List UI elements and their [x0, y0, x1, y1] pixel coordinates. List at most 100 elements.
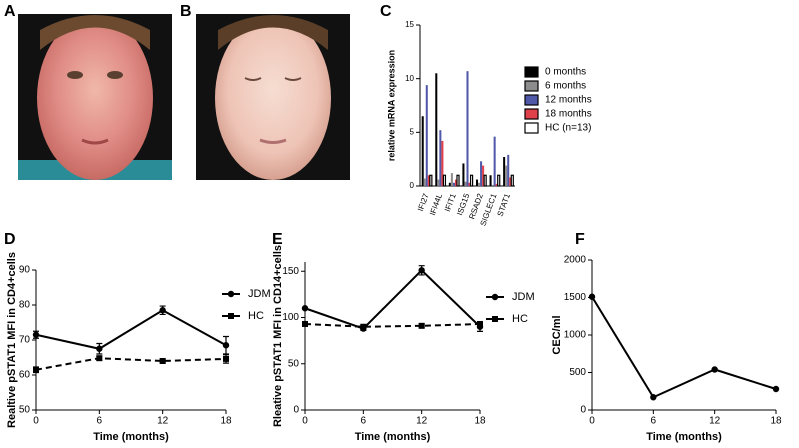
y-tick-label: 50: [288, 358, 300, 369]
y-tick-label: 500: [569, 367, 586, 378]
marker: [33, 366, 39, 373]
y-tick-label: 150: [282, 266, 299, 277]
bar: [493, 136, 496, 186]
bar: [469, 174, 474, 187]
bar: [429, 174, 433, 187]
bar: [495, 183, 498, 186]
legend-marker: [492, 316, 498, 322]
legend-label: HC: [512, 313, 528, 325]
y-tick-label: 10: [405, 74, 414, 83]
x-tick-label: 0: [589, 416, 595, 427]
bar: [423, 178, 426, 186]
legend-swatch: [524, 80, 539, 92]
bar: [482, 165, 485, 186]
bar: [505, 165, 508, 186]
bar: [464, 181, 467, 186]
photo-b: [196, 14, 350, 180]
x-tick-label: 6: [651, 416, 657, 427]
bar: [466, 71, 469, 186]
legend-label: 0 months: [545, 67, 586, 78]
x-tick-label: 18: [474, 416, 486, 427]
y-tick-label: 100: [282, 312, 299, 323]
legend-swatch: [524, 66, 539, 78]
bar: [480, 161, 483, 186]
legend-swatch: [524, 122, 539, 134]
series-line: [304, 268, 481, 330]
legend-label: HC: [248, 310, 264, 322]
marker: [711, 366, 718, 373]
x-tick-label: 6: [361, 416, 367, 427]
x-tick-label: 18: [220, 416, 232, 427]
bar: [491, 184, 494, 186]
bar: [489, 175, 492, 186]
x-axis-label: Time (months): [355, 431, 431, 443]
bar: [448, 182, 451, 186]
bar: [435, 73, 438, 186]
y-tick-label: 5: [410, 127, 415, 136]
photo-a: [18, 14, 172, 180]
y-tick-label: 15: [405, 20, 414, 29]
x-tick-label: 12: [709, 416, 721, 427]
y-axis-label: Realtive pSTAT1 MFI in CD4+cells: [6, 252, 18, 428]
bar: [468, 182, 471, 186]
bar: [425, 85, 428, 186]
bar: [497, 174, 501, 187]
y-tick-label: 2000: [564, 255, 587, 266]
y-axis-label: relative mRNA expression: [386, 50, 396, 161]
bar: [437, 179, 440, 186]
marker: [302, 320, 308, 327]
y-tick-label: 0: [293, 405, 299, 416]
marker: [159, 358, 166, 364]
marker: [32, 331, 40, 338]
y-tick-label: 80: [19, 300, 31, 311]
series-line: [304, 322, 481, 328]
bar: [510, 174, 514, 187]
bar: [503, 157, 506, 186]
series-line: [35, 357, 227, 371]
marker: [588, 293, 596, 300]
panel-label: E: [272, 231, 283, 248]
legend-marker: [491, 293, 499, 301]
bar: [462, 163, 465, 186]
legend-swatch: [524, 108, 539, 120]
bar: [456, 174, 460, 187]
y-tick-label: 1500: [564, 292, 587, 303]
y-axis-label: Rleative pSTAT1 MFI in CD14+cells: [272, 245, 284, 427]
panel-label: C: [380, 3, 392, 20]
y-tick-label: 70: [19, 335, 31, 346]
marker: [96, 345, 103, 352]
legend-label: HC (n=13): [545, 123, 591, 134]
bar: [439, 130, 442, 186]
marker: [159, 307, 166, 314]
bar: [509, 177, 512, 186]
marker: [477, 320, 483, 327]
x-tick-label: 0: [302, 416, 308, 427]
marker: [96, 355, 103, 362]
legend-label: JDM: [248, 288, 271, 300]
x-tick-label: 0: [33, 416, 39, 427]
y-tick-label: 60: [19, 370, 31, 381]
marker: [772, 385, 780, 393]
y-tick-label: 0: [580, 405, 586, 416]
panel-label: D: [4, 231, 16, 248]
series-line: [35, 309, 227, 350]
x-tick-label: 12: [157, 416, 169, 427]
bar: [478, 182, 481, 186]
x-axis-label: Time (months): [646, 431, 722, 443]
bar: [483, 174, 487, 187]
bar: [441, 140, 444, 186]
legend-label: JDM: [512, 291, 535, 303]
marker: [418, 267, 425, 274]
bar: [427, 175, 430, 186]
marker: [301, 305, 309, 312]
legend-label: 18 months: [545, 109, 592, 120]
y-tick-label: 1000: [564, 330, 587, 341]
x-tick-label: 18: [770, 416, 782, 427]
legend-label: 6 months: [545, 81, 586, 92]
marker: [222, 342, 230, 349]
x-axis-label: Time (months): [93, 431, 169, 443]
panel-label: F: [575, 231, 585, 248]
marker: [360, 323, 367, 330]
